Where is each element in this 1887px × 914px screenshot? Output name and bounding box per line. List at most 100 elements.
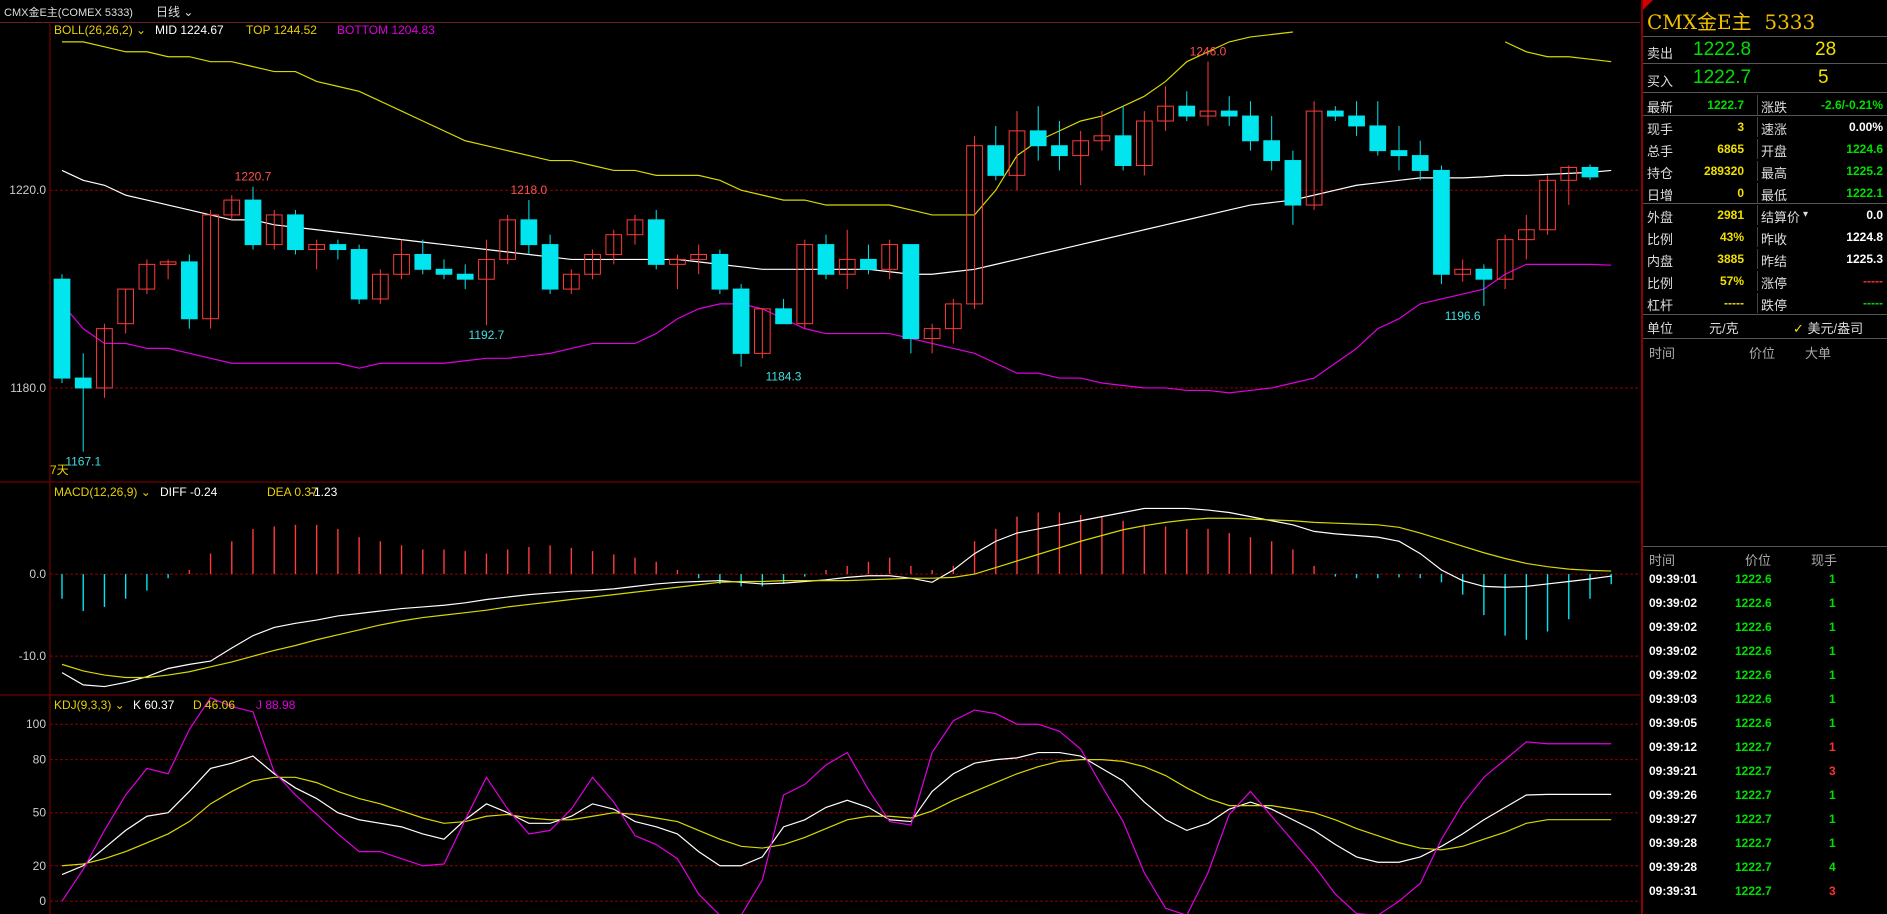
tick-price: 1222.7 [1735,836,1772,850]
tick-row[interactable]: 09:39:28 1222.7 4 [1643,856,1887,880]
price-annotation: 1196.6 [1445,309,1481,323]
tick-qty: 3 [1829,884,1836,898]
candle-body [1475,268,1493,280]
candle-body [1581,166,1599,178]
candle-body [287,214,304,251]
stat-label: 总手 [1647,144,1674,159]
check-icon: ✓ [1793,321,1808,336]
stat-row: 外盘 2981 结算价 ▾ 0.0 [1643,205,1887,225]
tick-row[interactable]: 09:39:21 1222.7 3 [1643,760,1887,784]
boll-legend-mid: MID 1224.67 [155,23,224,37]
stat-row: 日增 0 最低 1222.1 [1643,183,1887,203]
stat-value: 0 [1737,186,1744,200]
kdj-legend-k: K 60.37 [133,698,175,712]
candle-body [1496,239,1514,280]
stat-label: 开盘 [1761,144,1788,159]
bigorder-header-big: 大单 [1805,346,1832,361]
tick-row[interactable]: 09:39:03 1222.6 1 [1643,688,1887,712]
candle-body [96,328,113,389]
candle-body [74,377,92,389]
tick-time: 09:39:02 [1649,644,1698,658]
tick-row[interactable]: 09:39:28 1222.7 1 [1643,832,1887,856]
boll-mid-line [61,169,1612,275]
candle-body [1433,169,1450,275]
stat-label: 比例 [1647,276,1674,291]
bigorder-header-price: 价位 [1749,346,1776,361]
tick-row[interactable]: 09:39:05 1222.6 1 [1643,712,1887,736]
candle-body [499,219,517,260]
candle-body [775,308,792,325]
tick-time: 09:39:27 [1649,812,1698,826]
price-annotation: 1218.0 [511,183,548,197]
tick-price: 1222.7 [1735,860,1772,874]
stat-label: 持仓 [1647,166,1674,181]
sell-label: 卖出 [1647,46,1674,61]
tick-time: 09:39:12 [1649,740,1698,754]
candle-body [987,145,1005,176]
candle-body [1305,110,1323,206]
tick-row[interactable]: 09:39:02 1222.6 1 [1643,616,1887,640]
buy-label: 买入 [1647,74,1674,89]
candle-body [244,199,262,246]
chart-area[interactable]: 1220.0 1180.0 1167.1 1220.7 1192.7 1218.0 1184… [0,22,1640,914]
stat-value: -2.6/-0.21% [1820,98,1883,112]
tick-qty: 1 [1829,596,1836,610]
candle-body [265,214,283,246]
kdj-j-line [61,696,1612,914]
boll-top-line [1504,41,1612,63]
candle-body [1539,179,1556,231]
tick-row[interactable]: 09:39:02 1222.6 1 [1643,592,1887,616]
y-tick-label: 1180.0 [10,381,46,395]
macd-legend-diff: DIFF -0.24 [160,485,218,499]
tick-time: 09:39:31 [1649,884,1698,898]
stat-label: 昨收 [1761,232,1788,247]
candle-body [838,258,856,275]
tick-qty: 1 [1829,692,1836,706]
stat-label: 昨结 [1761,254,1788,269]
unit-option-ounce[interactable]: ✓ 美元/盎司 [1793,318,1863,337]
candle-body [393,253,410,275]
period-selector[interactable]: 日线 ⌄ [156,3,193,20]
stat-value: 3885 [1717,252,1744,266]
candle-body [562,273,580,290]
tick-row[interactable]: 09:39:12 1222.7 1 [1643,736,1887,760]
tick-price: 1222.7 [1735,884,1772,898]
stat-row: 持仓 289320 最高 1225.2 [1643,161,1887,181]
y-tick-label: 0.0 [29,567,46,581]
candle-body [223,199,241,216]
symbol-tab[interactable]: CMX金E主(COMEX 5333) [4,7,133,19]
stat-value: 6865 [1717,142,1744,156]
stat-label: 涨停 [1761,276,1788,291]
stat-label: 日增 [1647,188,1674,203]
tick-row[interactable]: 09:39:02 1222.6 1 [1643,640,1887,664]
sell-price: 1222.8 [1693,39,1752,60]
tick-row[interactable]: 09:39:27 1222.7 1 [1643,808,1887,832]
y-tick-label: 20 [33,859,47,873]
period-label: 7天 [50,463,69,477]
candle-body [159,261,177,265]
buy-row[interactable]: 买入 1222.7 5 [1643,67,1887,89]
tick-time: 09:39:01 [1649,572,1698,586]
stat-value: 1224.8 [1846,230,1883,244]
macd-dea-line [61,517,1612,679]
stat-value: 0.00% [1848,120,1883,134]
tick-row[interactable]: 09:39:26 1222.7 1 [1643,784,1887,808]
chart-toolbar: CMX金E主(COMEX 5333) 日线 ⌄ [0,0,1640,23]
candle-body [1326,110,1344,117]
candle-body [456,273,474,280]
unit-option-gram[interactable]: 元/克 [1709,321,1739,336]
tick-row[interactable]: 09:39:01 1222.6 1 [1643,568,1887,592]
stat-value: 1222.1 [1846,186,1883,200]
candle-body [1093,135,1111,142]
symbol-name: CMX金E主 [1647,10,1752,34]
candle-body [435,268,453,275]
tick-row[interactable]: 09:39:02 1222.6 1 [1643,664,1887,688]
dropdown-icon[interactable]: ▾ [1803,209,1809,220]
sell-row[interactable]: 卖出 1222.8 28 [1643,39,1887,61]
candle-body [1411,155,1429,171]
candle-body [860,258,877,270]
tick-row[interactable]: 09:39:31 1222.7 3 [1643,880,1887,904]
tick-price: 1222.7 [1735,740,1772,754]
candle-body [626,219,644,236]
candle-body [1051,145,1068,157]
